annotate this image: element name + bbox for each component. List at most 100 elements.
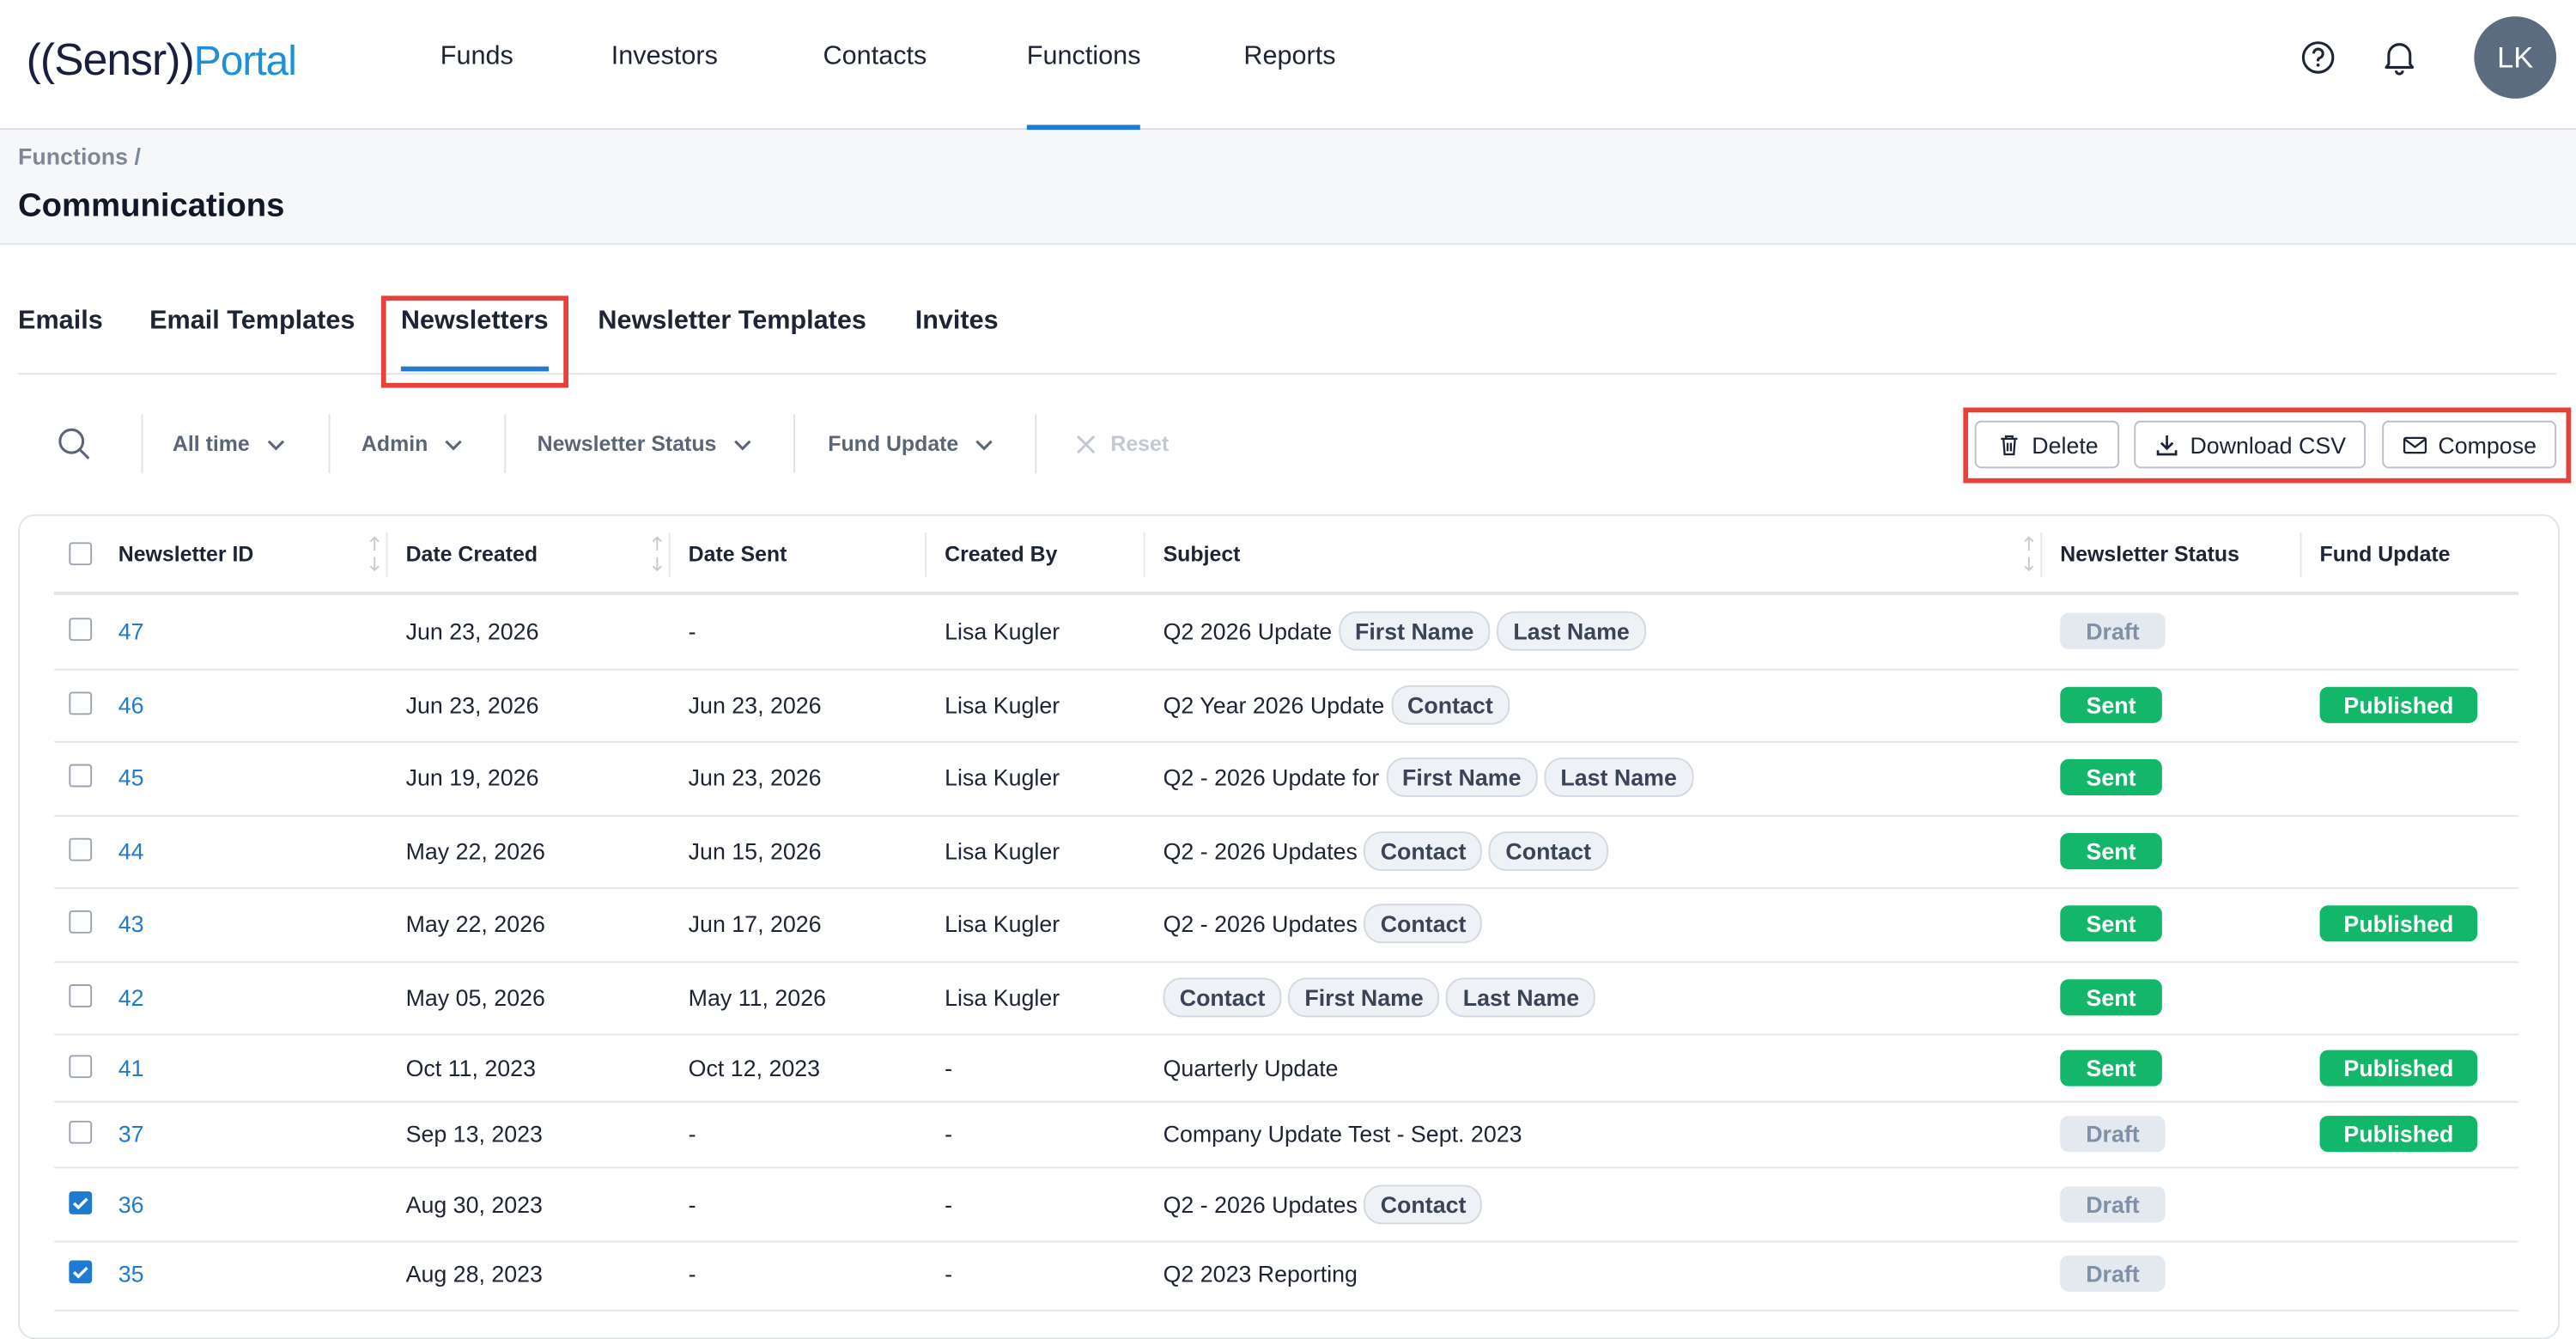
row-checkbox[interactable] xyxy=(69,1191,93,1214)
filter-dropdown[interactable]: Fund Update xyxy=(828,431,996,456)
date-created: Sep 13, 2023 xyxy=(405,1120,543,1147)
date-sent: - xyxy=(688,1191,696,1218)
highlight-box xyxy=(1963,407,2572,484)
row-checkbox[interactable] xyxy=(69,984,93,1007)
filter-dropdown[interactable]: All time xyxy=(173,431,288,456)
reset-button[interactable]: Reset xyxy=(1074,431,1169,456)
button-label: Compose xyxy=(2438,431,2537,458)
reset-label: Reset xyxy=(1110,431,1170,456)
action-button[interactable]: Compose xyxy=(2382,420,2557,469)
row-checkbox[interactable] xyxy=(69,1260,93,1284)
avatar[interactable]: LK xyxy=(2474,16,2557,99)
subject-text: Q2 2023 Reporting xyxy=(1163,1260,1358,1287)
column-header[interactable]: Date Created xyxy=(405,541,538,567)
filter-dropdown[interactable]: Admin xyxy=(361,431,465,456)
nav-link[interactable]: Investors xyxy=(611,42,718,71)
row-divider xyxy=(54,1240,2519,1243)
column-header[interactable]: Created By xyxy=(945,541,1058,567)
column-header[interactable]: Newsletter ID xyxy=(118,541,254,567)
column-header: Fund Update xyxy=(2319,541,2451,567)
status-badge: Sent xyxy=(2060,979,2162,1016)
subject: Q2 - 2026 Updates Contact xyxy=(1163,904,1483,944)
date-sent: - xyxy=(688,1120,696,1147)
chevron-icon xyxy=(976,439,993,450)
sort-icon[interactable] xyxy=(651,536,664,572)
newsletter-id[interactable]: 42 xyxy=(118,984,144,1011)
chevron-icon xyxy=(267,439,285,450)
row-checkbox[interactable] xyxy=(69,1055,93,1079)
tab[interactable]: Email Templates xyxy=(149,307,355,336)
help-icon[interactable] xyxy=(2300,40,2336,76)
reset-icon xyxy=(1077,435,1096,453)
newsletter-id[interactable]: 37 xyxy=(118,1120,144,1147)
separator xyxy=(1035,414,1037,474)
tab[interactable]: Invites xyxy=(914,307,999,336)
row-checkbox[interactable] xyxy=(69,837,93,861)
newsletter-id[interactable]: 41 xyxy=(118,1055,144,1081)
newsletter-id[interactable]: 43 xyxy=(118,910,144,937)
date-created: Jun 19, 2026 xyxy=(405,764,539,791)
sort-icon[interactable] xyxy=(2022,536,2035,572)
tab[interactable]: Newsletters xyxy=(400,307,549,336)
subject-text: Q2 2026 Update xyxy=(1163,618,1333,645)
action-button[interactable]: Delete xyxy=(1974,420,2120,469)
sort-icon[interactable] xyxy=(368,536,381,572)
logo-product: Portal xyxy=(193,38,297,85)
filter-dropdown[interactable]: Newsletter Status xyxy=(538,431,755,456)
action-button[interactable]: Download CSV xyxy=(2134,420,2366,469)
fund-update-badge: Published xyxy=(2319,1050,2478,1086)
status-badge: Draft xyxy=(2060,1255,2166,1292)
created-by: Lisa Kugler xyxy=(945,910,1060,937)
column-header: Newsletter Status xyxy=(2060,541,2239,567)
logo[interactable]: ((Sensr))Portal xyxy=(27,35,297,86)
column-separator xyxy=(2040,532,2043,577)
subject: Contact First Name Last Name xyxy=(1163,977,1596,1018)
checkbox[interactable] xyxy=(69,542,93,566)
separator xyxy=(328,414,331,474)
nav-link[interactable]: Contacts xyxy=(823,42,927,71)
created-by: Lisa Kugler xyxy=(945,837,1060,865)
column-header[interactable]: Subject xyxy=(1163,541,1241,567)
newsletter-id[interactable]: 35 xyxy=(118,1260,144,1287)
newsletter-id[interactable]: 45 xyxy=(118,764,144,791)
subject-text: Company Update Test - Sept. 2023 xyxy=(1163,1120,1522,1147)
button-icon xyxy=(2000,434,2018,455)
created-by: - xyxy=(945,1191,953,1218)
merge-tag: First Name xyxy=(1288,977,1440,1018)
date-created: Aug 28, 2023 xyxy=(405,1260,543,1287)
created-by: Lisa Kugler xyxy=(945,764,1060,791)
created-by: Lisa Kugler xyxy=(945,618,1060,645)
subject: Q2 2026 Update First Name Last Name xyxy=(1163,611,1646,651)
breadcrumb[interactable]: Functions / xyxy=(18,143,141,170)
separator xyxy=(793,414,796,474)
row-divider xyxy=(54,740,2519,743)
check-icon xyxy=(72,1197,88,1210)
button-icon xyxy=(2156,435,2178,455)
row-checkbox[interactable] xyxy=(69,1120,93,1144)
row-checkbox[interactable] xyxy=(69,618,93,642)
nav-link[interactable]: Reports xyxy=(1243,42,1336,71)
active-tab-indicator xyxy=(400,366,550,372)
tabs-divider xyxy=(18,373,2557,375)
tab[interactable]: Newsletter Templates xyxy=(598,307,866,336)
row-checkbox[interactable] xyxy=(69,764,93,788)
nav-link[interactable]: Functions xyxy=(1026,42,1141,71)
search-icon[interactable] xyxy=(56,426,92,462)
merge-tag: First Name xyxy=(1385,758,1538,797)
row-checkbox[interactable] xyxy=(69,910,93,934)
newsletter-id[interactable]: 44 xyxy=(118,837,144,865)
tab[interactable]: Emails xyxy=(18,307,103,336)
newsletter-id[interactable]: 36 xyxy=(118,1191,144,1218)
row-checkbox[interactable] xyxy=(69,691,93,715)
created-by: - xyxy=(945,1260,953,1287)
status-badge: Sent xyxy=(2060,758,2162,796)
page-title: Communications xyxy=(18,188,285,225)
check-icon xyxy=(72,1266,88,1279)
nav-link[interactable]: Funds xyxy=(440,42,513,71)
notifications-icon[interactable] xyxy=(2382,40,2416,76)
merge-tag: Last Name xyxy=(1446,977,1596,1018)
column-header[interactable]: Date Sent xyxy=(688,541,787,567)
newsletter-id[interactable]: 47 xyxy=(118,618,144,645)
newsletter-id[interactable]: 46 xyxy=(118,691,144,719)
date-sent: Oct 12, 2023 xyxy=(688,1055,821,1081)
